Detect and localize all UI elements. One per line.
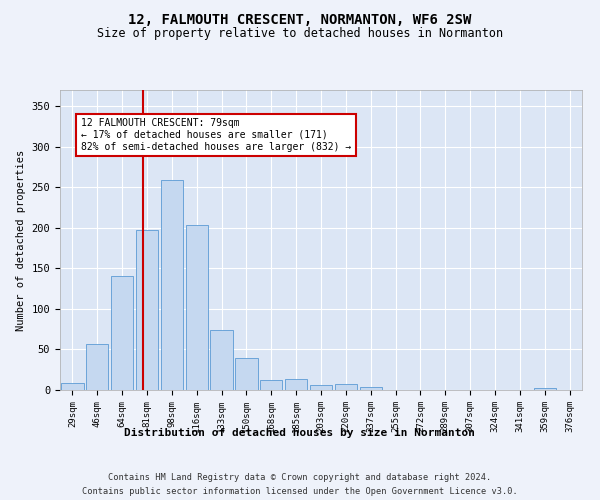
Bar [235,358,257,390]
Bar [211,330,233,390]
Bar [335,384,357,390]
Text: 12, FALMOUTH CRESCENT, NORMANTON, WF6 2SW: 12, FALMOUTH CRESCENT, NORMANTON, WF6 2S… [128,12,472,26]
Bar [359,387,382,390]
Bar [533,388,556,390]
Text: Size of property relative to detached houses in Normanton: Size of property relative to detached ho… [97,28,503,40]
Y-axis label: Number of detached properties: Number of detached properties [16,150,26,330]
Bar [260,380,283,390]
Text: Contains HM Land Registry data © Crown copyright and database right 2024.: Contains HM Land Registry data © Crown c… [109,472,491,482]
Bar [185,226,208,390]
Bar [161,180,183,390]
Bar [285,380,307,390]
Bar [310,385,332,390]
Bar [86,344,109,390]
Text: Distribution of detached houses by size in Normanton: Distribution of detached houses by size … [125,428,476,438]
Bar [136,230,158,390]
Bar [111,276,133,390]
Text: 12 FALMOUTH CRESCENT: 79sqm
← 17% of detached houses are smaller (171)
82% of se: 12 FALMOUTH CRESCENT: 79sqm ← 17% of det… [81,118,352,152]
Bar [61,382,83,390]
Text: Contains public sector information licensed under the Open Government Licence v3: Contains public sector information licen… [82,488,518,496]
